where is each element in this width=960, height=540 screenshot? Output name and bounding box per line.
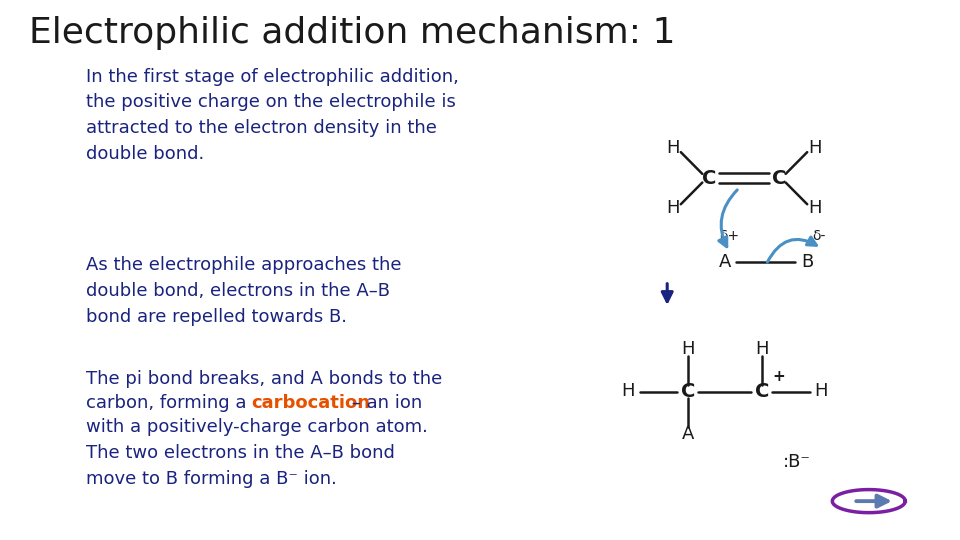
Text: The pi bond breaks, and A bonds to the: The pi bond breaks, and A bonds to the (86, 370, 443, 388)
Text: H: H (755, 340, 769, 359)
Text: H: H (621, 382, 636, 401)
Text: C: C (702, 168, 716, 188)
Text: carbocation: carbocation (252, 394, 371, 412)
Text: C: C (681, 382, 695, 401)
Text: H: H (666, 139, 680, 157)
Text: carbon, forming a: carbon, forming a (86, 394, 252, 412)
Text: with a positively-charge carbon atom.
The two electrons in the A–B bond
move to : with a positively-charge carbon atom. Th… (86, 418, 428, 488)
Text: :B⁻: :B⁻ (782, 453, 811, 471)
Text: H: H (814, 382, 828, 401)
Text: H: H (808, 139, 822, 157)
Text: B: B (802, 253, 813, 271)
Text: δ-: δ- (812, 229, 826, 243)
Text: In the first stage of electrophilic addition,
the positive charge on the electro: In the first stage of electrophilic addi… (86, 68, 459, 163)
Text: H: H (808, 199, 822, 217)
Text: +: + (773, 369, 785, 384)
Text: H: H (681, 340, 695, 359)
Text: – an ion: – an ion (346, 394, 421, 412)
Text: Electrophilic addition mechanism: 1: Electrophilic addition mechanism: 1 (29, 16, 675, 50)
Text: C: C (772, 168, 786, 188)
Text: A: A (719, 253, 731, 271)
Text: As the electrophile approaches the
double bond, electrons in the A–B
bond are re: As the electrophile approaches the doubl… (86, 256, 402, 326)
Text: A: A (682, 424, 694, 443)
Text: H: H (666, 199, 680, 217)
Text: C: C (755, 382, 769, 401)
Text: δ+: δ+ (720, 229, 739, 243)
